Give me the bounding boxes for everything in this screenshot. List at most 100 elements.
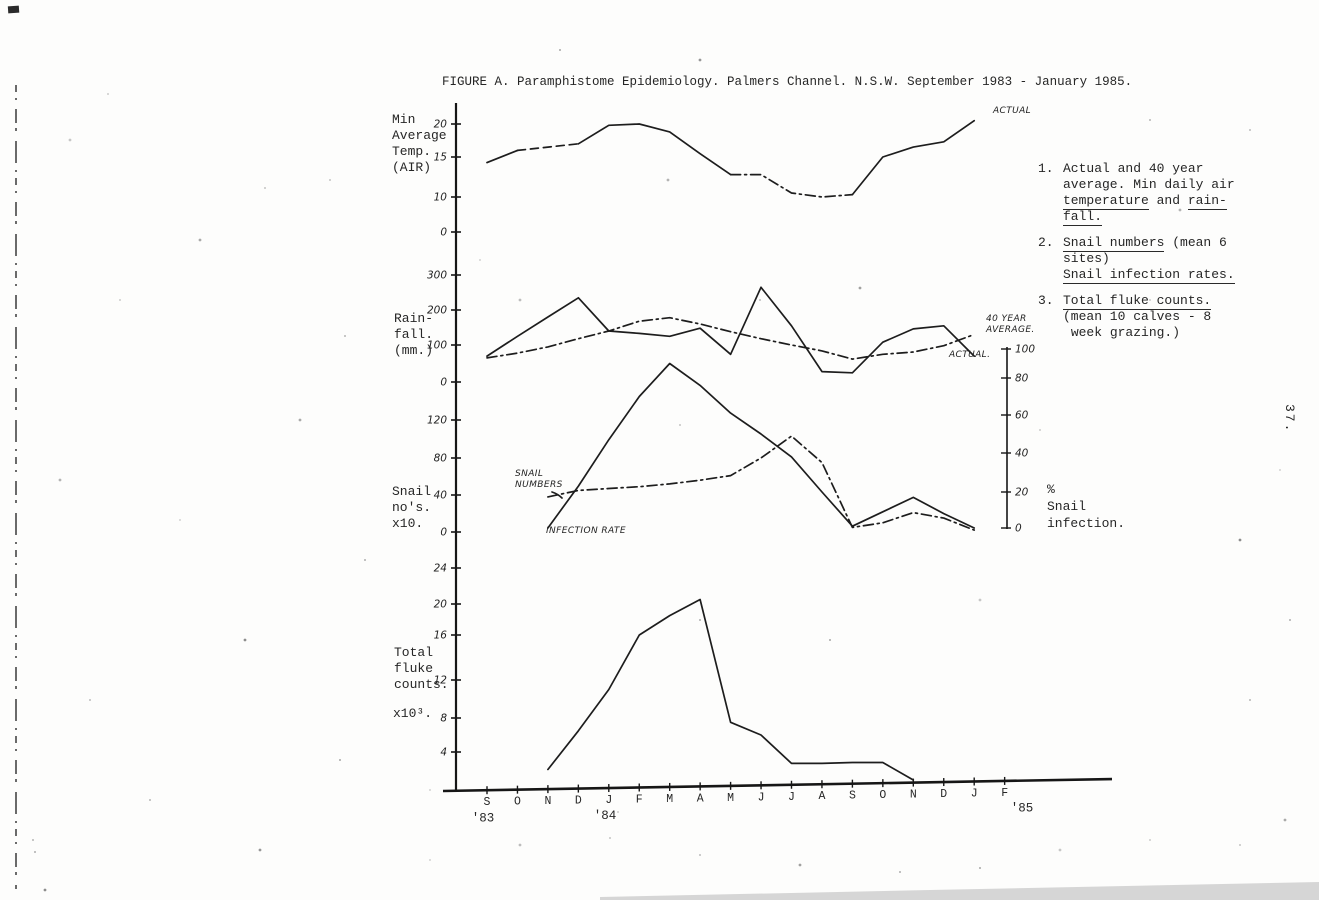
snail-tick-label: 0 xyxy=(440,527,447,539)
legend-note-text: Total fluke counts. (mean 10 calves - 8 … xyxy=(1063,293,1212,340)
month-label: J xyxy=(788,791,795,804)
snail-numbers-line xyxy=(547,435,976,531)
scan-noise-dot xyxy=(1149,839,1151,841)
scan-noise-dot xyxy=(34,851,36,853)
scan-noise-dot xyxy=(698,58,702,62)
month-label: M xyxy=(666,793,673,806)
scan-noise-dot xyxy=(68,138,72,142)
axis-title-rainfall: Rain- fall. (mm.) xyxy=(394,311,434,358)
infection-rate-line xyxy=(547,362,976,529)
fluke-counts-line xyxy=(547,598,915,781)
scan-noise-dot xyxy=(344,335,346,337)
scan-corner-mark xyxy=(7,5,20,14)
scan-noise-dot xyxy=(1249,129,1251,131)
scan-noise-dot xyxy=(1279,469,1281,471)
axis-title-snail-numbers: Snail no's. x10. xyxy=(392,484,432,531)
scan-noise-dot xyxy=(1039,429,1041,431)
x-axis xyxy=(442,777,1113,793)
legend-note-1: 1. Actual and 40 year average. Min daily … xyxy=(1038,161,1283,226)
temp-actual-line xyxy=(516,142,580,152)
month-label: A xyxy=(697,792,704,805)
scan-noise-dot xyxy=(798,863,802,867)
temp-tick-label: 10 xyxy=(434,192,448,204)
scan-noise-dot xyxy=(978,598,982,602)
rain-tick-label: 200 xyxy=(427,305,447,317)
scan-noise-dot xyxy=(666,178,670,182)
axis-title-fluke-scale: x10³. xyxy=(393,706,433,721)
rain-tick-label: 0 xyxy=(440,377,447,389)
snail-numbers-pointer xyxy=(551,491,563,499)
figure-legend-notes: 1. Actual and 40 year average. Min daily … xyxy=(1038,161,1283,351)
snail-tick-label: 80 xyxy=(434,453,448,465)
temp-tick-label: 15 xyxy=(434,152,448,164)
scan-noise-dot xyxy=(609,837,611,839)
scan-noise-dot xyxy=(329,179,331,181)
figure-title: FIGURE A. Paramphistome Epidemiology. Pa… xyxy=(442,75,1133,89)
month-label: J xyxy=(971,787,978,800)
scan-noise-dot xyxy=(429,789,431,791)
pct-tick-label: 60 xyxy=(1015,410,1029,422)
legend-note-number: 2. xyxy=(1038,235,1054,250)
pct-tick-label: 0 xyxy=(1015,523,1022,535)
scan-noise-dot xyxy=(979,867,981,869)
scan-noise-dot xyxy=(43,888,47,892)
month-label: F xyxy=(1001,787,1008,800)
legend-note-3: 3. Total fluke counts. (mean 10 calves - … xyxy=(1038,293,1283,341)
fluke-tick-label: 16 xyxy=(434,630,448,642)
snail-tick-label: 40 xyxy=(434,490,448,502)
scan-noise-dot xyxy=(1149,119,1151,121)
scan-noise-dot xyxy=(1249,699,1251,701)
month-label: O xyxy=(879,789,886,802)
scan-noise-dot xyxy=(699,854,701,856)
annotation-rain-average: 40 YEAR AVERAGE. xyxy=(986,314,1035,335)
scan-noise-dot xyxy=(243,638,247,642)
scan-noise-dot xyxy=(829,639,831,641)
temp-actual-line xyxy=(729,173,854,198)
axis-title-snail-infection: % Snail infection. xyxy=(1047,482,1126,531)
month-label: S xyxy=(484,796,491,809)
month-label: J xyxy=(605,794,612,807)
page-number: 37. xyxy=(1282,404,1297,434)
scan-noise-dot xyxy=(1289,619,1291,621)
annotation-infection-rate: INFECTION RATE xyxy=(546,526,626,536)
axis-title-temperature: Min Average Temp. (AIR) xyxy=(392,112,447,175)
rain-actual-line xyxy=(486,286,976,374)
month-label: D xyxy=(575,795,582,808)
scan-noise-dot xyxy=(1149,299,1151,301)
legend-note-number: 3. xyxy=(1038,293,1054,308)
scan-noise-dot xyxy=(107,93,109,95)
fluke-tick-label: 20 xyxy=(434,599,448,611)
fluke-tick-label: 8 xyxy=(440,713,447,725)
scan-noise-dot xyxy=(264,187,266,189)
annotation-temp-actual: ACTUAL xyxy=(993,106,1032,116)
month-label: O xyxy=(514,796,521,809)
pct-tick-label: 20 xyxy=(1015,487,1029,499)
scan-noise-dot xyxy=(1238,538,1242,542)
scan-bottom-shadow xyxy=(600,882,1319,900)
year-label: '85 xyxy=(1011,802,1034,816)
rain-tick-label: 100 xyxy=(427,340,447,352)
scan-noise-dot xyxy=(32,839,34,841)
scan-noise-dot xyxy=(559,49,561,51)
scan-noise-dot xyxy=(1178,208,1182,212)
fluke-tick-label: 4 xyxy=(440,747,447,759)
legend-note-text: Snail numbers (mean 6 sites) Snail infec… xyxy=(1063,235,1235,284)
scan-noise-dot xyxy=(58,478,62,482)
month-label: A xyxy=(818,790,825,803)
fluke-tick-label: 24 xyxy=(434,563,447,575)
year-label: '83 xyxy=(472,811,495,825)
scan-noise-dot xyxy=(699,619,701,621)
legend-note-number: 1. xyxy=(1038,161,1054,176)
scan-noise-dot xyxy=(759,299,761,301)
month-label: J xyxy=(758,791,765,804)
temp-actual-line xyxy=(486,149,519,164)
rain-tick-label: 300 xyxy=(427,270,447,282)
pct-tick-label: 40 xyxy=(1015,448,1029,460)
scan-noise-dot xyxy=(1239,844,1241,846)
rain-average-line xyxy=(486,316,976,360)
month-label: D xyxy=(940,788,947,801)
legend-note-2: 2. Snail numbers (mean 6 sites) Snail inf… xyxy=(1038,235,1283,284)
pct-tick-label: 80 xyxy=(1015,373,1029,385)
